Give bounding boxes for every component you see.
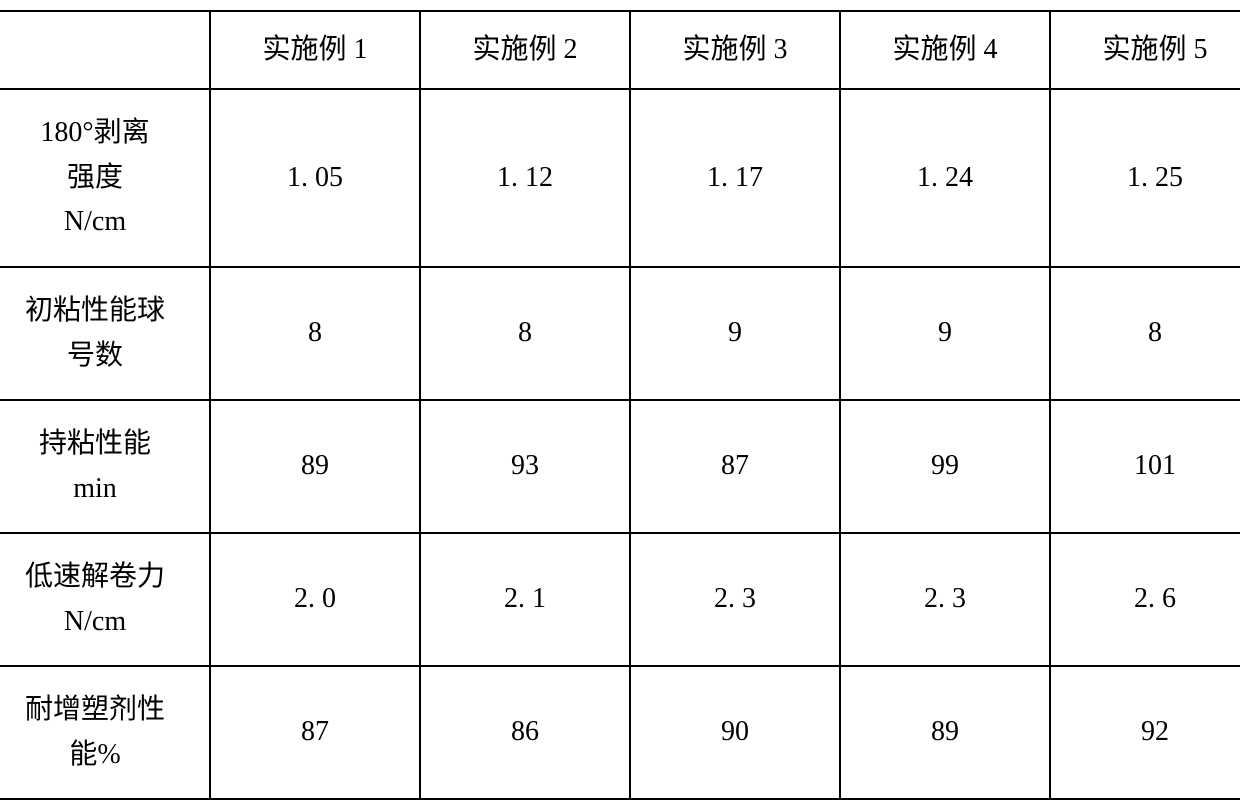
cell: 1. 05 [210, 89, 420, 267]
header-cell-2: 实施例 2 [420, 11, 630, 89]
cell: 101 [1050, 400, 1240, 533]
table-row: 低速解卷力N/cm 2. 0 2. 1 2. 3 2. 3 2. 6 [0, 533, 1240, 666]
table-row: 180°剥离强度N/cm 1. 05 1. 12 1. 17 1. 24 1. … [0, 89, 1240, 267]
cell: 87 [630, 400, 840, 533]
header-cell-5: 实施例 5 [1050, 11, 1240, 89]
cell: 2. 0 [210, 533, 420, 666]
data-table: 实施例 1 实施例 2 实施例 3 实施例 4 实施例 5 180°剥离强度N/… [0, 10, 1240, 800]
cell: 2. 3 [840, 533, 1050, 666]
row-label-1: 初粘性能球号数 [0, 267, 210, 400]
cell: 92 [1050, 666, 1240, 799]
table-row: 初粘性能球号数 8 8 9 9 8 [0, 267, 1240, 400]
header-cell-empty [0, 11, 210, 89]
row-label-3: 低速解卷力N/cm [0, 533, 210, 666]
cell: 1. 12 [420, 89, 630, 267]
cell: 2. 6 [1050, 533, 1240, 666]
cell: 87 [210, 666, 420, 799]
row-label-2: 持粘性能min [0, 400, 210, 533]
cell: 99 [840, 400, 1050, 533]
cell: 86 [420, 666, 630, 799]
table-row: 持粘性能min 89 93 87 99 101 [0, 400, 1240, 533]
header-cell-4: 实施例 4 [840, 11, 1050, 89]
header-cell-1: 实施例 1 [210, 11, 420, 89]
table-row: 耐增塑剂性能% 87 86 90 89 92 [0, 666, 1240, 799]
cell: 8 [1050, 267, 1240, 400]
cell: 89 [210, 400, 420, 533]
row-label-0: 180°剥离强度N/cm [0, 89, 210, 267]
cell: 1. 17 [630, 89, 840, 267]
header-cell-3: 实施例 3 [630, 11, 840, 89]
cell: 9 [630, 267, 840, 400]
cell: 90 [630, 666, 840, 799]
cell: 2. 1 [420, 533, 630, 666]
cell: 9 [840, 267, 1050, 400]
cell: 8 [210, 267, 420, 400]
cell: 8 [420, 267, 630, 400]
cell: 89 [840, 666, 1050, 799]
cell: 93 [420, 400, 630, 533]
cell: 1. 24 [840, 89, 1050, 267]
cell: 2. 3 [630, 533, 840, 666]
row-label-4: 耐增塑剂性能% [0, 666, 210, 799]
table-header-row: 实施例 1 实施例 2 实施例 3 实施例 4 实施例 5 [0, 11, 1240, 89]
cell: 1. 25 [1050, 89, 1240, 267]
